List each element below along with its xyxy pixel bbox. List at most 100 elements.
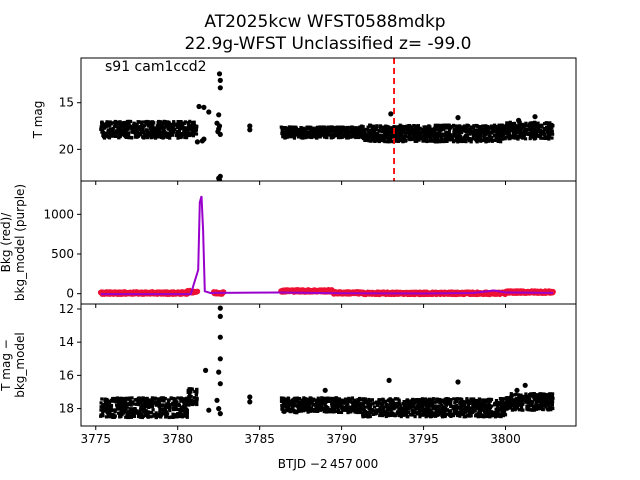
top-band-point	[519, 129, 523, 134]
bottom-band-point	[345, 401, 350, 405]
top-band-point	[340, 125, 345, 129]
middle-ytick-label: 500	[51, 247, 74, 261]
top-band-point	[141, 127, 145, 131]
top-band-point	[479, 125, 483, 129]
bottom-band-point	[459, 405, 463, 409]
top-band-point	[549, 128, 553, 132]
bottom-band-point	[493, 401, 497, 405]
bottom-band-point	[192, 396, 196, 400]
bottom-band-point	[451, 414, 456, 418]
top-band-point	[298, 132, 302, 136]
bottom-band-point	[551, 396, 555, 400]
top-band-point	[404, 138, 408, 142]
bottom-band-point	[393, 414, 397, 418]
top-band-point	[516, 125, 520, 129]
bottom-band-point	[146, 410, 150, 414]
bottom-band-point	[514, 392, 518, 396]
top-band-point	[460, 131, 464, 135]
top-band-point	[387, 125, 391, 129]
top-band-point	[449, 133, 453, 137]
top-band-point	[323, 131, 328, 135]
top-data-point	[196, 103, 202, 110]
bottom-band-point	[323, 401, 327, 405]
bottom-band-point	[419, 398, 423, 402]
top-band-point	[364, 133, 368, 137]
top-band-point	[490, 131, 494, 135]
top-band-point	[163, 129, 167, 133]
top-band-point	[378, 133, 382, 137]
top-band-point	[284, 130, 289, 134]
bottom-band-point	[394, 405, 398, 409]
bottom-band-point	[294, 397, 298, 401]
top-band-point	[457, 138, 461, 142]
bottom-band-point	[305, 403, 310, 407]
top-band-point	[162, 119, 166, 123]
top-band-point	[394, 136, 398, 140]
bottom-band-point	[418, 415, 422, 419]
top-band-point	[366, 125, 370, 129]
top-band-point	[395, 138, 399, 143]
bottom-band-point	[477, 400, 481, 404]
bottom-band-point	[142, 403, 146, 407]
bottom-band-point	[551, 392, 555, 396]
bottom-band-point	[295, 400, 299, 404]
bottom-band-point	[389, 405, 393, 410]
bottom-band-point	[314, 405, 319, 409]
top-band-point	[140, 123, 144, 127]
top-band-point	[126, 127, 130, 131]
bottom-band-point	[104, 415, 109, 419]
bottom-band-point	[143, 401, 147, 405]
bottom-band-point	[392, 412, 396, 416]
bottom-band-point	[407, 407, 411, 411]
top-band-point	[190, 120, 194, 125]
top-band-point	[192, 125, 197, 130]
top-band-point	[119, 123, 123, 127]
top-band-point	[547, 128, 551, 132]
bottom-band-point	[469, 406, 473, 410]
bottom-band-point	[364, 405, 368, 409]
bottom-band-point	[546, 395, 550, 399]
bottom-band-point	[438, 407, 442, 411]
top-band-point	[464, 138, 468, 142]
top-band-point	[176, 130, 180, 134]
bottom-band-point	[316, 396, 320, 400]
top-band-point	[347, 125, 351, 130]
bottom-band-point	[334, 400, 338, 404]
top-band-point	[148, 130, 152, 134]
top-band-point	[137, 120, 141, 124]
top-band-point	[486, 130, 490, 134]
top-band-point	[383, 133, 387, 137]
top-band-point	[479, 134, 483, 138]
top-band-point	[452, 127, 456, 131]
top-band-point	[426, 129, 430, 133]
top-band-point	[511, 128, 516, 132]
bottom-band-point	[320, 405, 324, 409]
top-band-point	[544, 121, 548, 125]
top-band-point	[108, 120, 112, 124]
top-band-point	[179, 127, 183, 131]
middle-ylabel: bkg_model (purple)	[13, 184, 27, 301]
top-band-point	[350, 135, 355, 139]
top-band-point	[320, 133, 324, 137]
bottom-band-point	[430, 410, 434, 414]
top-band-point	[148, 131, 152, 136]
top-band-point	[478, 129, 482, 133]
bottom-band-point	[384, 414, 388, 419]
top-band-point	[430, 128, 434, 132]
bottom-band-point	[191, 402, 195, 407]
bottom-band-point	[413, 409, 417, 413]
top-data-point	[201, 136, 207, 142]
bottom-band-point	[327, 408, 331, 412]
bottom-band-point	[144, 399, 148, 403]
bottom-band-point	[356, 398, 360, 402]
bottom-band-point	[163, 397, 167, 401]
bottom-band-point	[352, 398, 357, 402]
top-band-point	[340, 129, 344, 133]
bottom-band-point	[434, 406, 438, 410]
bottom-band-point	[346, 409, 350, 413]
top-band-point	[447, 123, 451, 127]
bottom-band-point	[462, 407, 466, 412]
top-band-point	[156, 132, 160, 137]
middle-ytick-label: 0	[66, 287, 74, 301]
